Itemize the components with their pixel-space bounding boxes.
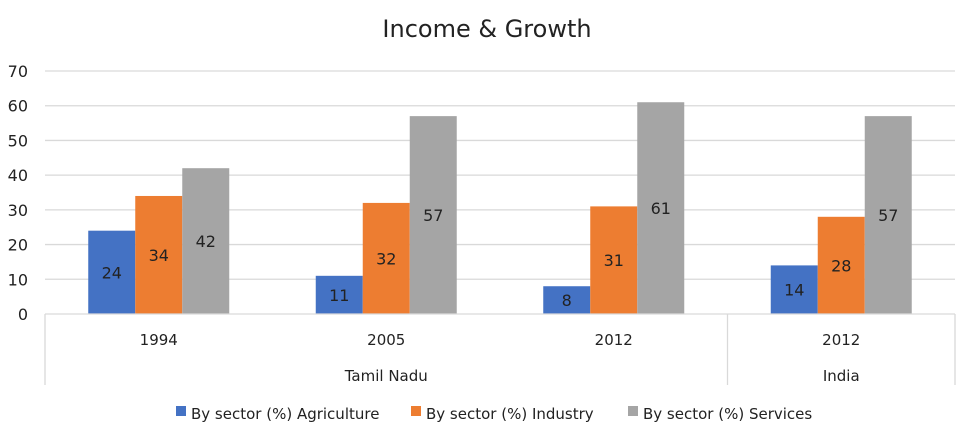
y-tick-label: 20 [8, 236, 28, 255]
legend-label: By sector (%) Agriculture [191, 405, 379, 423]
bar-agriculture [770, 265, 818, 314]
x-tick-label: 1994 [140, 331, 178, 349]
y-tick-label: 50 [8, 131, 28, 150]
data-label: 8 [562, 291, 572, 310]
data-label: 61 [651, 199, 671, 218]
legend-label: By sector (%) Services [643, 405, 812, 423]
bar-agriculture [315, 275, 363, 314]
legend-swatch [176, 406, 186, 416]
legend-label: By sector (%) Industry [426, 405, 594, 423]
y-tick-label: 40 [8, 166, 28, 185]
category-group-label: India [823, 367, 860, 385]
bar-industry [817, 216, 865, 314]
y-tick-label: 10 [8, 270, 28, 289]
bar-services [864, 116, 912, 314]
bar-services [409, 116, 457, 314]
y-tick-label: 0 [18, 305, 28, 324]
data-label: 34 [149, 246, 169, 265]
bar-agriculture [88, 230, 136, 314]
x-tick-label: 2012 [595, 331, 633, 349]
y-tick-label: 70 [8, 62, 28, 81]
legend-swatch [411, 406, 421, 416]
data-label: 11 [329, 286, 349, 305]
data-label: 57 [878, 206, 898, 225]
bar-industry [135, 195, 183, 314]
y-tick-label: 60 [8, 97, 28, 116]
bar-industry [590, 206, 638, 314]
data-label: 32 [376, 249, 396, 268]
y-tick-label: 30 [8, 201, 28, 220]
category-group-label: Tamil Nadu [344, 367, 428, 385]
data-label: 28 [831, 256, 851, 275]
legend-swatch [628, 406, 638, 416]
data-label: 14 [784, 281, 804, 300]
chart-title: Income & Growth [382, 15, 591, 43]
bar-services [182, 168, 230, 314]
bar-industry [362, 202, 410, 314]
data-label: 42 [196, 232, 216, 251]
bar-agriculture [543, 286, 591, 314]
data-label: 31 [604, 251, 624, 270]
bar-services [637, 102, 685, 314]
x-tick-label: 2005 [367, 331, 405, 349]
data-label: 24 [102, 263, 122, 282]
data-label: 57 [423, 206, 443, 225]
x-tick-label: 2012 [822, 331, 860, 349]
